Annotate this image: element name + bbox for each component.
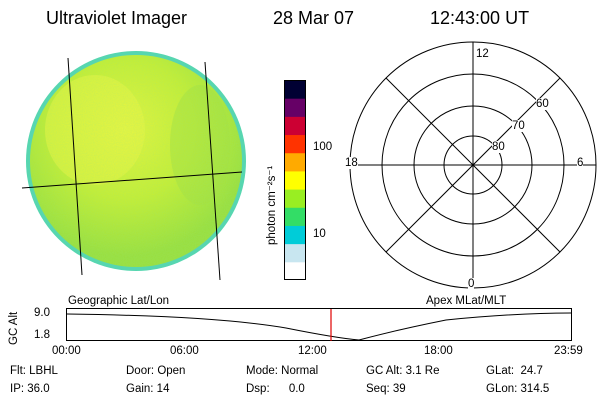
status-filter: Flt: LBHL bbox=[10, 365, 58, 377]
colorbar-band bbox=[284, 243, 306, 263]
orbit-xtick-0600: 06:00 bbox=[170, 345, 199, 357]
orbit-xtick-1200: 12:00 bbox=[298, 345, 327, 357]
mlt-label-6: 6 bbox=[577, 157, 584, 169]
geographic-label: Geographic Lat/Lon bbox=[68, 295, 170, 307]
status-gain: Gain: 14 bbox=[126, 383, 170, 395]
colorbar-band bbox=[284, 134, 306, 154]
orbit-altitude-curve bbox=[66, 312, 572, 341]
status-glon: GLon: 314.5 bbox=[486, 383, 550, 395]
status-ip: IP: 36.0 bbox=[10, 383, 50, 395]
uv-disk-image bbox=[21, 51, 246, 281]
mlt-label-0: 0 bbox=[468, 278, 475, 290]
orbit-ytick-1-8: 1.8 bbox=[34, 329, 50, 341]
orbit-plot bbox=[66, 308, 572, 341]
status-mode: Mode: Normal bbox=[246, 365, 319, 377]
colorbar-band bbox=[284, 261, 306, 280]
colorbar-band bbox=[284, 225, 306, 245]
orbit-ylabel: GC Alt bbox=[8, 311, 20, 345]
geographic-grid bbox=[21, 57, 243, 281]
orbit-xtick-1800: 18:00 bbox=[424, 345, 453, 357]
status-door: Door: Open bbox=[126, 365, 186, 377]
date-label: 28 Mar 07 bbox=[273, 8, 355, 28]
mlat-label-60: 60 bbox=[536, 98, 549, 110]
orbit-ytick-9: 9.0 bbox=[34, 307, 50, 319]
colorbar-tick-100: 100 bbox=[313, 141, 333, 153]
status-gc-alt: GC Alt: 3.1 Re bbox=[366, 365, 440, 377]
apex-label: Apex MLat/MLT bbox=[426, 295, 507, 307]
status-seq: Seq: 39 bbox=[366, 383, 406, 395]
colorbar-band bbox=[284, 189, 306, 208]
instrument-title: Ultraviolet Imager bbox=[46, 8, 188, 28]
colorbar-band bbox=[284, 152, 306, 172]
time-label: 12:43:00 UT bbox=[430, 8, 530, 28]
orbit-xtick-0000: 00:00 bbox=[52, 345, 81, 357]
mlat-label-70: 70 bbox=[512, 120, 525, 132]
mlt-label-18: 18 bbox=[345, 157, 358, 169]
colorbar-band bbox=[284, 116, 306, 136]
polar-grid bbox=[349, 41, 597, 289]
colorbar-tick-10: 10 bbox=[313, 228, 326, 240]
colorbar-band bbox=[284, 80, 306, 99]
colorbar bbox=[284, 80, 306, 280]
colorbar-band bbox=[284, 170, 306, 190]
mlat-label-80: 80 bbox=[492, 141, 505, 153]
status-dsp: Dsp: 0.0 bbox=[246, 383, 305, 395]
orbit-xtick-2359: 23:59 bbox=[554, 345, 583, 357]
mlt-label-12: 12 bbox=[476, 48, 489, 60]
status-glat: GLat: 24.7 bbox=[486, 365, 543, 377]
colorbar-band bbox=[284, 98, 306, 117]
colorbar-unit-label: photon cm⁻²s⁻¹ bbox=[266, 165, 278, 245]
colorbar-band bbox=[284, 207, 306, 226]
